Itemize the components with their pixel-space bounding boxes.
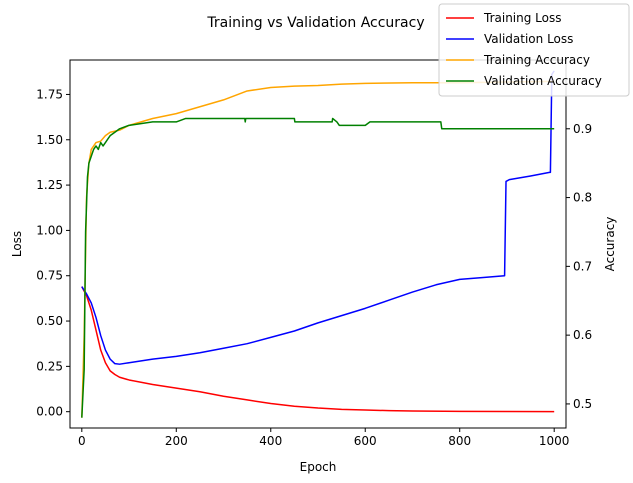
x-axis: 0 200 400 600 800 1000 bbox=[78, 428, 569, 448]
y-axis-left: 0.00 0.25 0.50 0.75 1.00 1.25 1.50 1.75 bbox=[36, 87, 70, 419]
x-tick-label: 600 bbox=[354, 434, 377, 448]
series-line-validation-accuracy bbox=[81, 117, 555, 418]
x-tick-label: 0 bbox=[78, 434, 86, 448]
y-left-tick-label: 0.25 bbox=[36, 359, 63, 373]
legend-label: Training Accuracy bbox=[483, 53, 590, 67]
y-right-tick-label: 0.9 bbox=[573, 122, 592, 136]
y-right-tick-label: 0.6 bbox=[573, 328, 592, 342]
x-tick-label: 1000 bbox=[539, 434, 570, 448]
y-left-tick-label: 0.75 bbox=[36, 269, 63, 283]
y-right-tick-label: 0.8 bbox=[573, 191, 592, 205]
y-left-tick-label: 0.50 bbox=[36, 314, 63, 328]
legend-box bbox=[438, 3, 630, 97]
y-right-tick-label: 0.5 bbox=[573, 397, 592, 411]
x-tick-label: 800 bbox=[448, 434, 471, 448]
legend-label: Validation Accuracy bbox=[484, 74, 602, 88]
y-axis-left-label: Loss bbox=[10, 231, 24, 257]
y-left-tick-label: 1.25 bbox=[36, 178, 63, 192]
y-axis-right: 0.5 0.6 0.7 0.8 0.9 bbox=[566, 122, 592, 411]
plot-lines bbox=[81, 70, 555, 418]
y-left-tick-label: 1.00 bbox=[36, 223, 63, 237]
chart-title: Training vs Validation Accuracy bbox=[206, 15, 424, 31]
x-tick-label: 400 bbox=[259, 434, 282, 448]
series-line-validation-loss bbox=[81, 70, 555, 365]
legend: Training Loss Validation Loss Training Acc… bbox=[438, 3, 630, 97]
legend-label: Training Loss bbox=[483, 11, 561, 25]
plot-frame bbox=[69, 59, 567, 429]
x-tick-label: 200 bbox=[165, 434, 188, 448]
series-line-training-accuracy bbox=[81, 80, 555, 418]
y-left-tick-label: 0.00 bbox=[36, 405, 63, 419]
legend-label: Validation Loss bbox=[484, 32, 573, 46]
series-line-training-loss bbox=[81, 286, 555, 413]
y-axis-right-label: Accuracy bbox=[603, 217, 617, 272]
x-axis-label: Epoch bbox=[300, 460, 337, 474]
y-left-tick-label: 1.50 bbox=[36, 133, 63, 147]
y-left-tick-label: 1.75 bbox=[36, 87, 63, 101]
y-right-tick-label: 0.7 bbox=[573, 259, 592, 273]
